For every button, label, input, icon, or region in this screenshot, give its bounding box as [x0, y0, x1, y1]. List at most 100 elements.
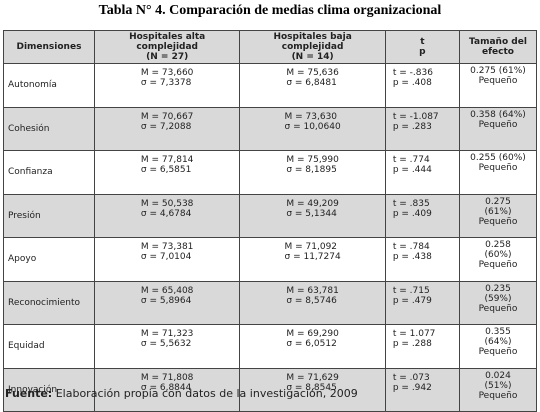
stat: σ = 7,3378	[140, 78, 192, 88]
t-p-value: t = .784	[392, 242, 430, 252]
header-text: (N = 14)	[291, 52, 334, 62]
baja-cell: M = 49,209 σ = 5,1344	[239, 193, 386, 238]
header-cell: Hospitales baja complejidad (N = 14)	[239, 30, 386, 64]
tp-cell: t = -1.087 p = .283	[384, 106, 460, 151]
header-row: Dimensiones Hospitales alta complejidad (N…	[3, 30, 538, 64]
stat: σ = 5,1344	[286, 208, 337, 219]
t-p-value: p = .409	[392, 208, 432, 219]
effect-size: Pequeño	[478, 303, 518, 314]
stat: σ = 6,5851	[140, 165, 192, 175]
dimension-cell: Presión	[3, 193, 95, 238]
header-cell: Hospitales alta complejidad (N = 27)	[93, 30, 241, 64]
baja-cell: M = 73,630 σ = 10,0640	[239, 106, 386, 151]
table-row: Confianza M = 77,814 σ = 6,5851 M = 75,990 σ…	[3, 150, 538, 195]
dimension: Confianza	[8, 167, 53, 178]
t-p-value: t = .073	[392, 372, 430, 383]
stat: M = 49,209	[286, 198, 339, 209]
effect-size: 0.275 (61%)	[470, 66, 526, 76]
t-p-value: t = -1.087	[392, 111, 439, 122]
table-row: Apoyo M = 73,381 σ = 7,0104 M = 71,092 σ = 1…	[3, 237, 538, 282]
dimension: Innovación	[8, 384, 58, 395]
t-p-value: p = .438	[392, 252, 432, 262]
dimension-cell: Autonomía	[3, 63, 95, 108]
value-block: M = 63,781 σ = 8,5746	[286, 286, 339, 306]
value-block: M = 75,636 σ = 6,8481	[286, 68, 339, 88]
effect-cell: 0.355 (64%) Pequeño	[458, 324, 538, 369]
header-cell: Dimensiones	[3, 30, 95, 64]
footer: Fuente: Elaboración propia con datos de …	[5, 387, 358, 400]
stat: M = 65,408	[140, 285, 194, 296]
tp-cell: t = -.836 p = .408	[384, 63, 460, 108]
effect-size: (59%)	[484, 293, 512, 304]
alta-cell: M = 77,814 σ = 6,5851	[93, 150, 241, 195]
stat: σ = 6,0512	[286, 339, 337, 349]
stat: σ = 5,5632	[140, 339, 192, 349]
dimension-cell: Cohesión	[3, 106, 95, 151]
effect-size: 0.024	[485, 370, 511, 381]
dimension-cell: Confianza	[3, 150, 95, 195]
effect-size: Pequeño	[478, 347, 518, 357]
tp-cell: t = .774 p = .444	[384, 150, 460, 195]
stat: σ = 6,8481	[286, 78, 337, 88]
effect-size: (64%)	[484, 337, 512, 347]
stat: M = 69,290	[286, 329, 339, 339]
alta-cell: M = 70,667 σ = 7,2088	[93, 106, 241, 151]
header-text: Dimensiones	[16, 42, 82, 52]
value-block: M = 50,538 σ = 4,6784	[141, 199, 194, 219]
table-row: Equidad M = 71,323 σ = 5,5632 M = 69,290 σ =…	[3, 324, 538, 369]
table-row: Reconocimiento M = 65,408 σ = 5,8964 M = 63…	[3, 280, 538, 325]
tp-cell: t = .715 p = .479	[384, 280, 460, 325]
effect-size: Pequeño	[478, 260, 518, 270]
header-text: Hospitales alta complejidad	[129, 32, 206, 52]
effect-size: 0.355	[485, 327, 511, 337]
value-block: M = 49,209 σ = 5,1344	[286, 199, 339, 219]
value-block: M = 73,660 σ = 7,3378	[141, 68, 194, 88]
stat: σ = 10,0640	[284, 121, 341, 132]
footer-label: Fuente:	[5, 387, 53, 400]
header-text: t	[420, 37, 425, 47]
table-row: Cohesión M = 70,667 σ = 7,2088 M = 73,630 σ …	[3, 106, 538, 151]
table-row: Presión M = 50,538 σ = 4,6784 M = 49,209 σ =…	[3, 193, 538, 238]
stat: M = 50,538	[140, 198, 194, 209]
baja-cell: M = 69,290 σ = 6,0512	[239, 324, 386, 369]
dimension-cell: Apoyo	[3, 237, 95, 282]
alta-cell: M = 73,660 σ = 7,3378	[93, 63, 241, 108]
t-p-value: p = .408	[392, 78, 432, 88]
stat: σ = 7,2088	[140, 121, 192, 132]
dimension: Apoyo	[8, 254, 37, 265]
effect-cell: 0.275 (61%) Pequeño	[458, 193, 538, 238]
stat: M = 75,636	[286, 68, 339, 78]
value-block: M = 73,381 σ = 7,0104	[141, 242, 194, 262]
effect-size: 0.275	[485, 196, 511, 207]
t-p-value: p = .942	[392, 382, 432, 393]
t-p-value: t = .774	[392, 155, 430, 165]
effect-cell: 0.275 (61%) Pequeño	[458, 63, 538, 108]
stat: σ = 8,1895	[286, 165, 337, 175]
footer-text: Elaboración propia con datos de la inves…	[55, 387, 358, 400]
stat: M = 73,381	[140, 242, 194, 252]
t-p-value: t = .715	[392, 285, 430, 296]
value-block: M = 71,629 σ = 8,8545	[286, 373, 339, 393]
stat: M = 71,092	[284, 242, 338, 252]
effect-cell: 0.258 (60%) Pequeño	[458, 237, 538, 282]
t-p-value: t = .835	[392, 198, 430, 209]
baja-cell: M = 75,990 σ = 8,1895	[239, 150, 386, 195]
table-row: Innovación M = 71,808 σ = 6,8844 M = 71,629…	[3, 367, 538, 412]
tp-cell: t = .835 p = .409	[384, 193, 460, 238]
stat: M = 71,808	[140, 372, 194, 383]
stat: σ = 11,7274	[284, 252, 341, 262]
alta-cell: M = 73,381 σ = 7,0104	[93, 237, 241, 282]
baja-cell: M = 75,636 σ = 6,8481	[239, 63, 386, 108]
header-text: Hospitales baja complejidad	[273, 32, 352, 52]
effect-size: 0.358 (64%)	[470, 109, 526, 120]
value-block: M = 71,323 σ = 5,5632	[141, 329, 194, 349]
table-body: Autonomía M = 73,660 σ = 7,3378 M = 75,636 σ…	[3, 63, 538, 412]
baja-cell: M = 71,092 σ = 11,7274	[239, 237, 386, 282]
value-block: M = 69,290 σ = 6,0512	[286, 329, 339, 349]
effect-size: (51%)	[484, 380, 512, 391]
effect-size: 0.258	[485, 240, 511, 250]
dimension-cell: Equidad	[3, 324, 95, 369]
value-block: M = 75,990 σ = 8,1895	[286, 155, 339, 175]
baja-cell: M = 63,781 σ = 8,5746	[239, 280, 386, 325]
stat: M = 70,667	[140, 111, 194, 122]
